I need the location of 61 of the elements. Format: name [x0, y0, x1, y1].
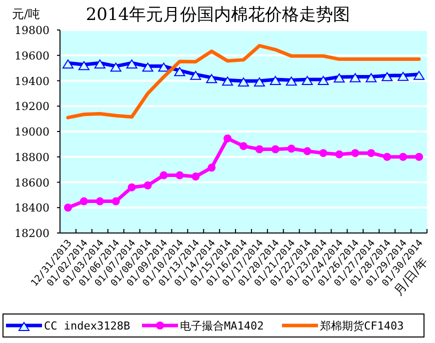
point	[238, 78, 249, 87]
point	[240, 142, 248, 150]
point	[78, 61, 90, 70]
y-tick-label: 19400	[14, 74, 50, 88]
point	[80, 197, 88, 206]
point	[62, 59, 74, 68]
point	[286, 76, 297, 86]
point	[176, 171, 184, 180]
legend-label: CC index3128B	[44, 320, 130, 332]
point	[206, 74, 218, 84]
point	[351, 149, 360, 158]
point	[335, 150, 344, 158]
point	[142, 62, 154, 72]
y-axis-title: 元/吨	[12, 7, 40, 21]
point	[96, 197, 104, 206]
point	[303, 147, 312, 156]
chart-title: 2014年元月份国内棉花价格走势图	[86, 5, 350, 25]
point	[110, 62, 122, 72]
legend-label: 电子撮合MA1402	[180, 320, 264, 332]
point	[270, 76, 281, 85]
point	[126, 59, 138, 68]
point	[367, 149, 376, 158]
point	[287, 144, 296, 153]
point	[112, 197, 120, 206]
point	[160, 171, 168, 180]
point	[382, 72, 393, 82]
y-tick-label: 19800	[14, 24, 50, 37]
point	[318, 76, 329, 85]
y-tick-label: 18400	[14, 202, 50, 215]
point	[398, 72, 409, 81]
point	[255, 145, 264, 154]
point	[222, 76, 234, 86]
point	[350, 73, 361, 82]
point	[302, 76, 313, 85]
point	[334, 73, 345, 82]
point	[174, 67, 186, 76]
point	[64, 204, 72, 212]
point	[94, 59, 106, 68]
point	[190, 70, 202, 80]
point	[254, 78, 265, 87]
point	[415, 152, 424, 161]
y-tick-label: 19200	[14, 100, 50, 114]
point	[192, 172, 200, 181]
y-tick-label: 18200	[14, 227, 50, 240]
line-series	[66, 44, 421, 120]
point	[383, 152, 392, 161]
y-tick-label: 19000	[14, 126, 50, 138]
point	[319, 149, 328, 158]
point	[224, 134, 232, 142]
y-tick-label: 18800	[14, 150, 50, 164]
point	[208, 164, 216, 172]
point	[414, 70, 425, 80]
point	[366, 73, 377, 82]
y-tick-label: 19600	[14, 49, 50, 62]
legend-label: 郑棉期货CF1403	[320, 320, 404, 332]
point	[158, 62, 170, 72]
point	[399, 152, 408, 161]
y-tick-label: 18600	[14, 176, 50, 190]
point	[144, 181, 152, 190]
point	[271, 145, 280, 154]
point	[128, 183, 136, 192]
